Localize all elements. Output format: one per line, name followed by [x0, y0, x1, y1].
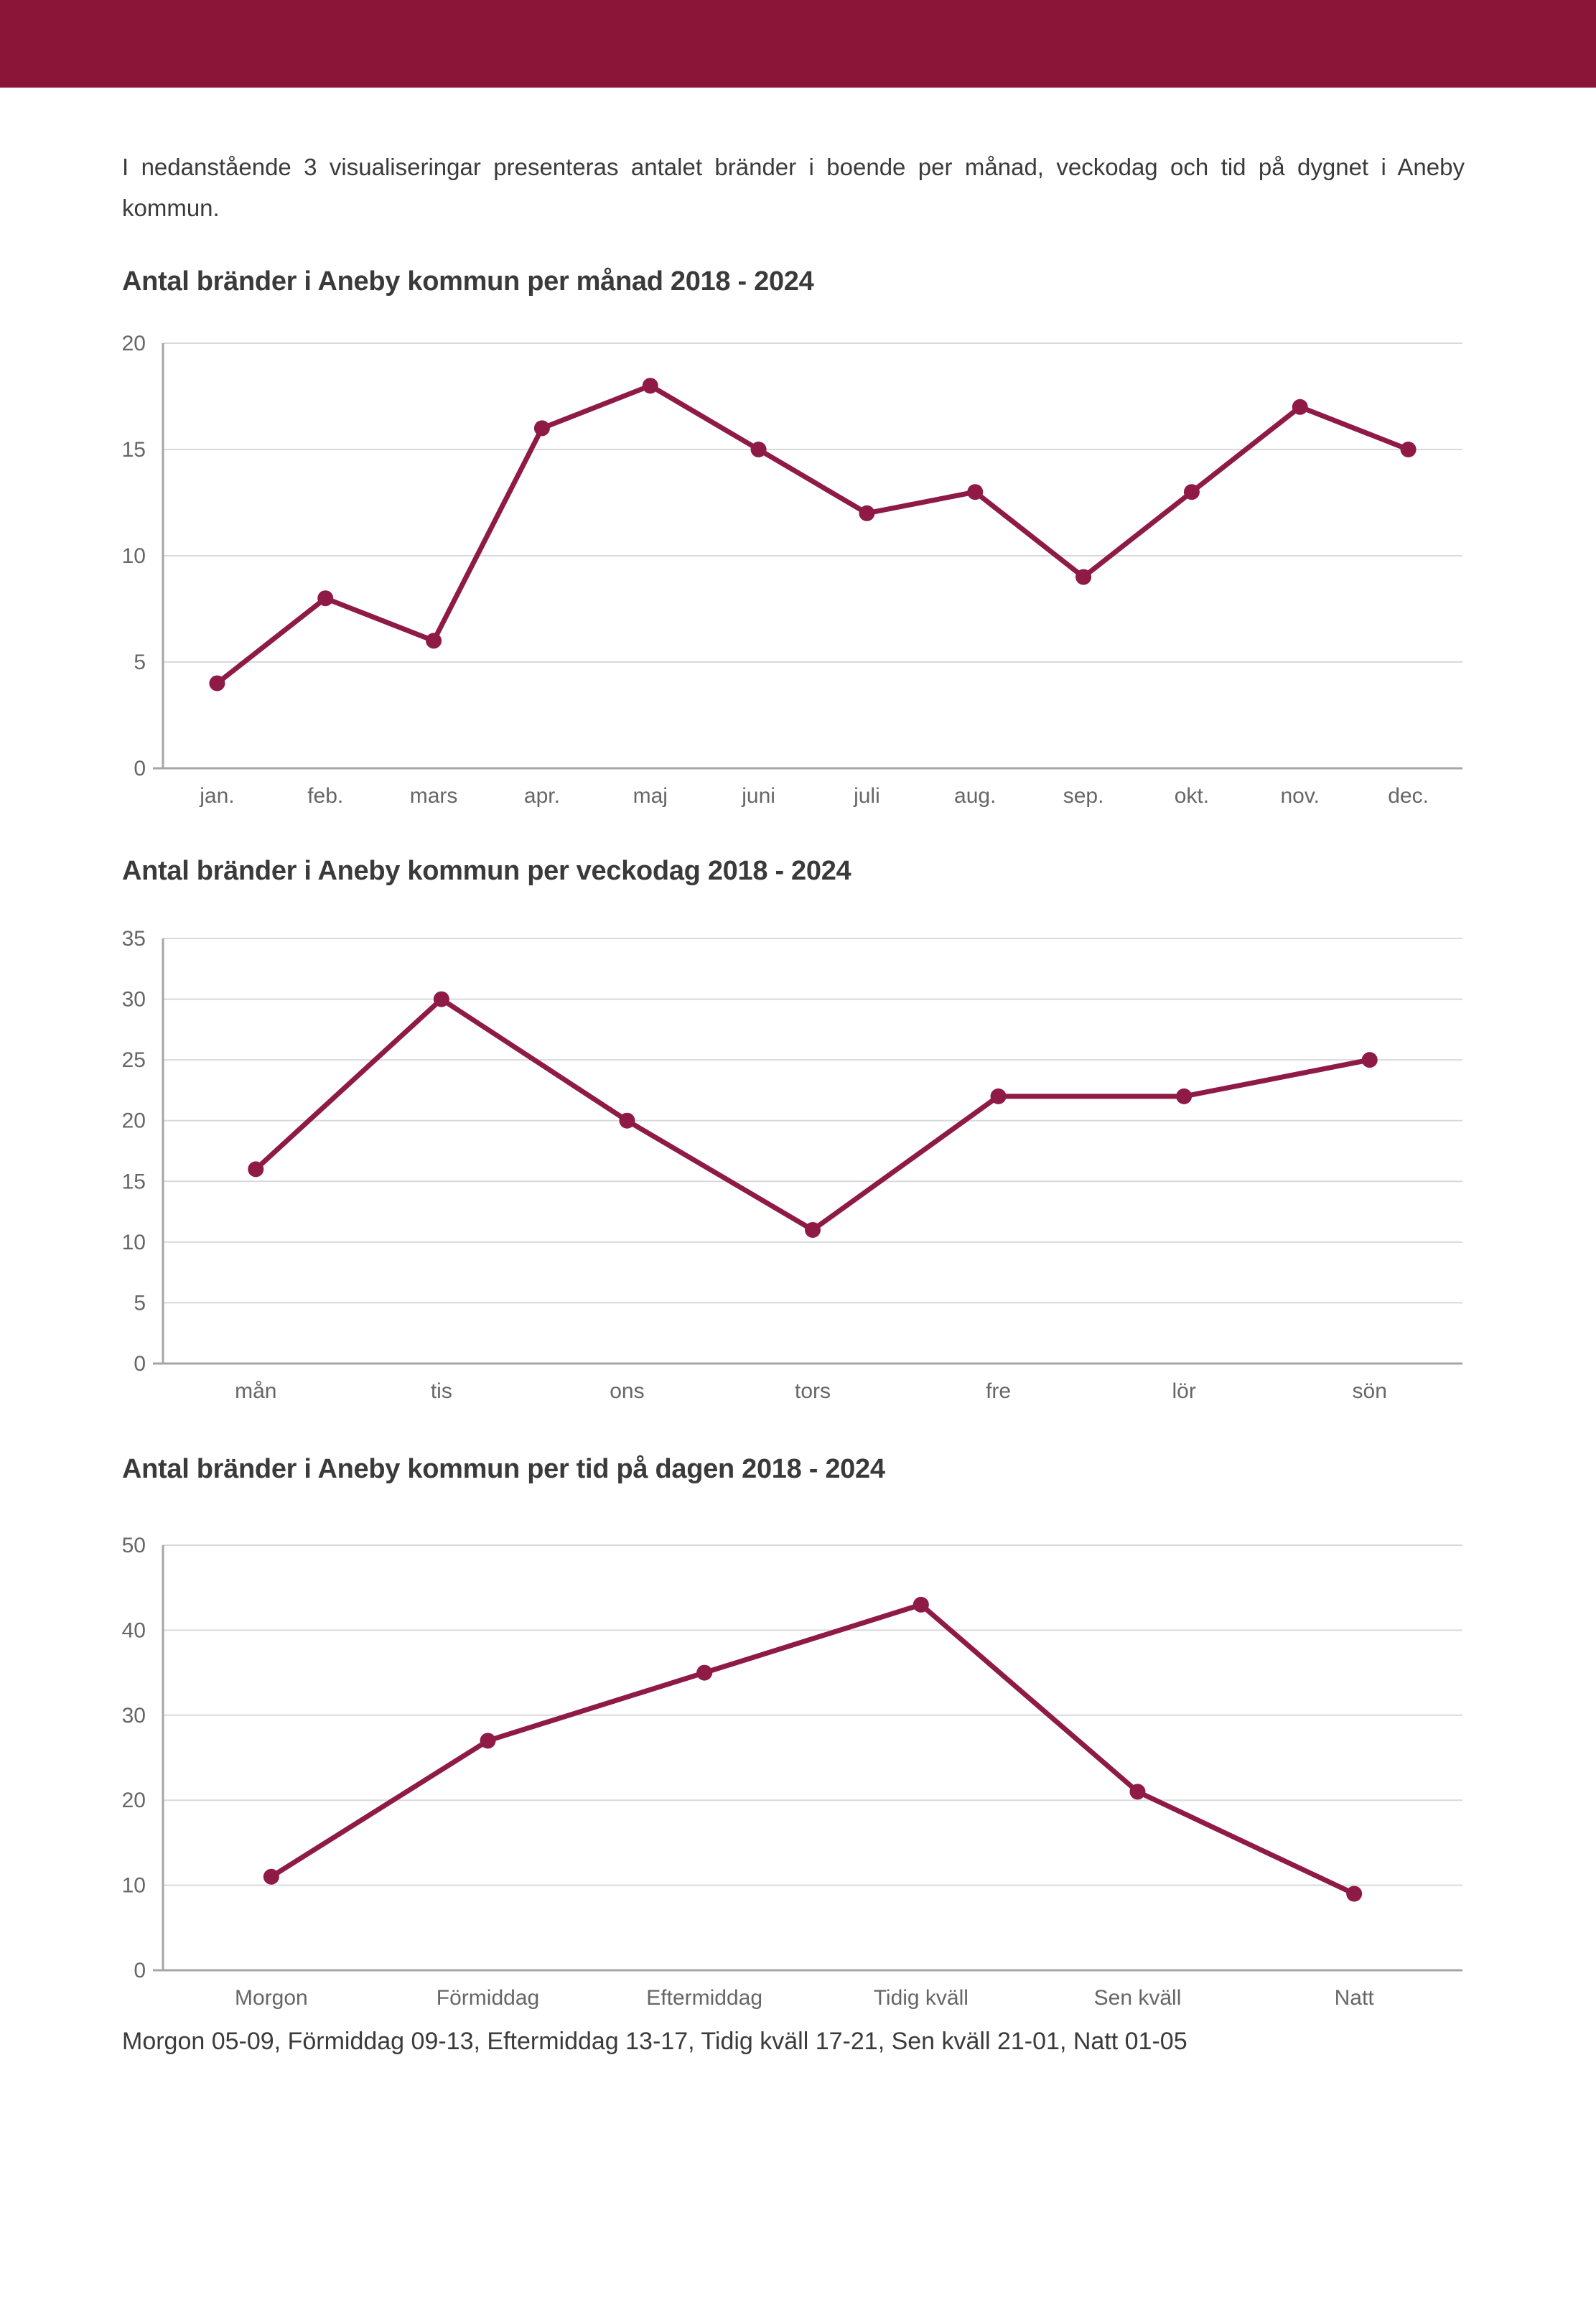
svg-text:tis: tis — [431, 1379, 452, 1403]
chart-title-monthly: Antal bränder i Aneby kommun per månad 2… — [122, 266, 814, 297]
svg-text:20: 20 — [122, 1109, 146, 1132]
svg-text:jan.: jan. — [199, 784, 234, 808]
svg-text:0: 0 — [134, 757, 146, 780]
report-page: I nedanstående 3 visualiseringar present… — [0, 147, 1596, 2056]
intro-paragraph: I nedanstående 3 visualiseringar present… — [122, 154, 1465, 221]
svg-text:Natt: Natt — [1335, 1986, 1375, 2010]
svg-text:lör: lör — [1172, 1379, 1195, 1403]
svg-text:dec.: dec. — [1388, 784, 1429, 808]
svg-text:10: 10 — [122, 1873, 146, 1897]
svg-text:10: 10 — [122, 544, 146, 568]
svg-text:30: 30 — [122, 987, 146, 1011]
svg-text:Eftermiddag: Eftermiddag — [646, 1986, 762, 2010]
svg-text:nov.: nov. — [1281, 784, 1320, 808]
svg-text:25: 25 — [122, 1048, 146, 1072]
svg-text:okt.: okt. — [1175, 784, 1209, 808]
svg-text:30: 30 — [122, 1703, 146, 1727]
svg-text:Sen kväll: Sen kväll — [1094, 1986, 1182, 2010]
svg-text:feb.: feb. — [307, 784, 343, 808]
svg-text:sep.: sep. — [1063, 784, 1104, 808]
line-chart-timeofday: 0 10 20 30 40 50 Morgon Förmiddag Eftermiddag Tid… — [122, 1537, 1465, 2019]
svg-text:40: 40 — [122, 1618, 146, 1642]
svg-text:tors: tors — [795, 1379, 831, 1403]
svg-text:15: 15 — [122, 1170, 146, 1193]
svg-text:35: 35 — [122, 930, 146, 951]
svg-text:20: 20 — [122, 335, 146, 355]
svg-text:juni: juni — [741, 784, 775, 808]
svg-text:apr.: apr. — [524, 784, 560, 808]
svg-text:fre: fre — [986, 1379, 1011, 1403]
chart-section-weekday: Antal bränder i Aneby kommun per veckoda… — [122, 856, 1465, 1412]
svg-text:sön: sön — [1353, 1379, 1387, 1403]
chart-section-monthly: Antal bränder i Aneby kommun per månad 2… — [122, 266, 1465, 817]
svg-text:ons: ons — [610, 1379, 644, 1403]
svg-text:50: 50 — [122, 1537, 146, 1557]
svg-text:0: 0 — [134, 1959, 146, 1982]
chart-section-timeofday: Antal bränder i Aneby kommun per tid på … — [122, 1454, 1465, 2019]
svg-text:5: 5 — [134, 1291, 146, 1315]
svg-text:Morgon: Morgon — [235, 1986, 308, 2010]
svg-text:juli: juli — [853, 784, 880, 808]
svg-text:Förmiddag: Förmiddag — [437, 1986, 539, 2010]
line-chart-weekday: 0 5 10 15 20 25 30 35 mån tis ons tors fre lör sön — [122, 930, 1465, 1412]
svg-text:5: 5 — [134, 651, 146, 674]
svg-text:10: 10 — [122, 1230, 146, 1254]
svg-text:mars: mars — [410, 784, 458, 808]
line-chart-monthly-svg: 0 5 10 15 20 jan. feb. mars apr. maj juni juli aug. s… — [122, 335, 1462, 808]
time-ranges-note: Morgon 05-09, Förmiddag 09-13, Eftermidd… — [122, 2027, 1187, 2055]
svg-text:0: 0 — [134, 1352, 146, 1376]
svg-text:Tidig kväll: Tidig kväll — [874, 1986, 969, 2010]
line-chart-timeofday-svg: 0 10 20 30 40 50 Morgon Förmiddag Eftermiddag Tid… — [122, 1537, 1462, 2010]
svg-text:15: 15 — [122, 438, 146, 462]
line-chart-weekday-svg: 0 5 10 15 20 25 30 35 mån tis ons tors fre lör sön — [122, 930, 1462, 1403]
chart-title-weekday: Antal bränder i Aneby kommun per veckoda… — [122, 855, 851, 886]
svg-text:mån: mån — [235, 1379, 276, 1403]
svg-text:maj: maj — [633, 784, 668, 808]
svg-text:aug.: aug. — [954, 784, 996, 808]
header-bar — [0, 0, 1596, 88]
line-chart-monthly: 0 5 10 15 20 jan. feb. mars apr. maj juni juli aug. s… — [122, 335, 1465, 817]
chart-title-timeofday: Antal bränder i Aneby kommun per tid på … — [122, 1453, 885, 1484]
svg-text:20: 20 — [122, 1789, 146, 1812]
